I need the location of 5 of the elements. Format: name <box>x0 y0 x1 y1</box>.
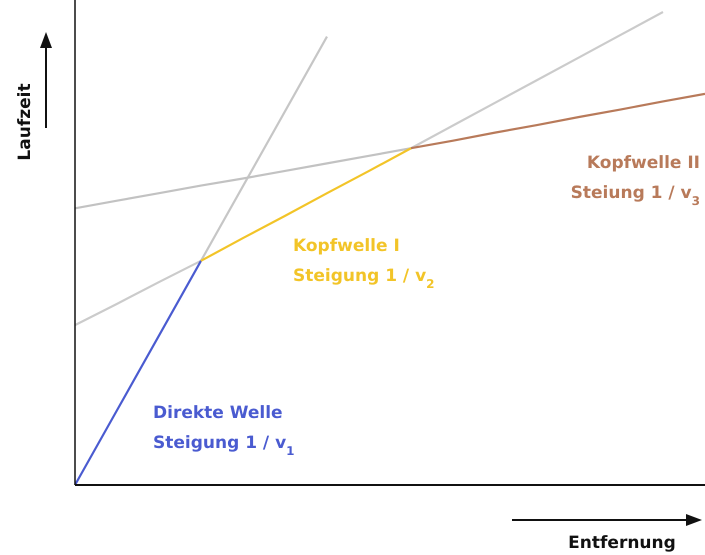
series-label: Direkte Welle Steigung 1 / v$_{1}$ <box>153 403 295 458</box>
series-label: Kopfwelle I Steigung 1 / v$_{2}$ <box>293 236 435 291</box>
x-axis-title: Entfernung <box>568 533 676 553</box>
series-label: Kopfwelle II Steiung 1 / v$_{3}$ <box>570 153 700 208</box>
y-axis-title: Laufzeit <box>15 83 35 161</box>
